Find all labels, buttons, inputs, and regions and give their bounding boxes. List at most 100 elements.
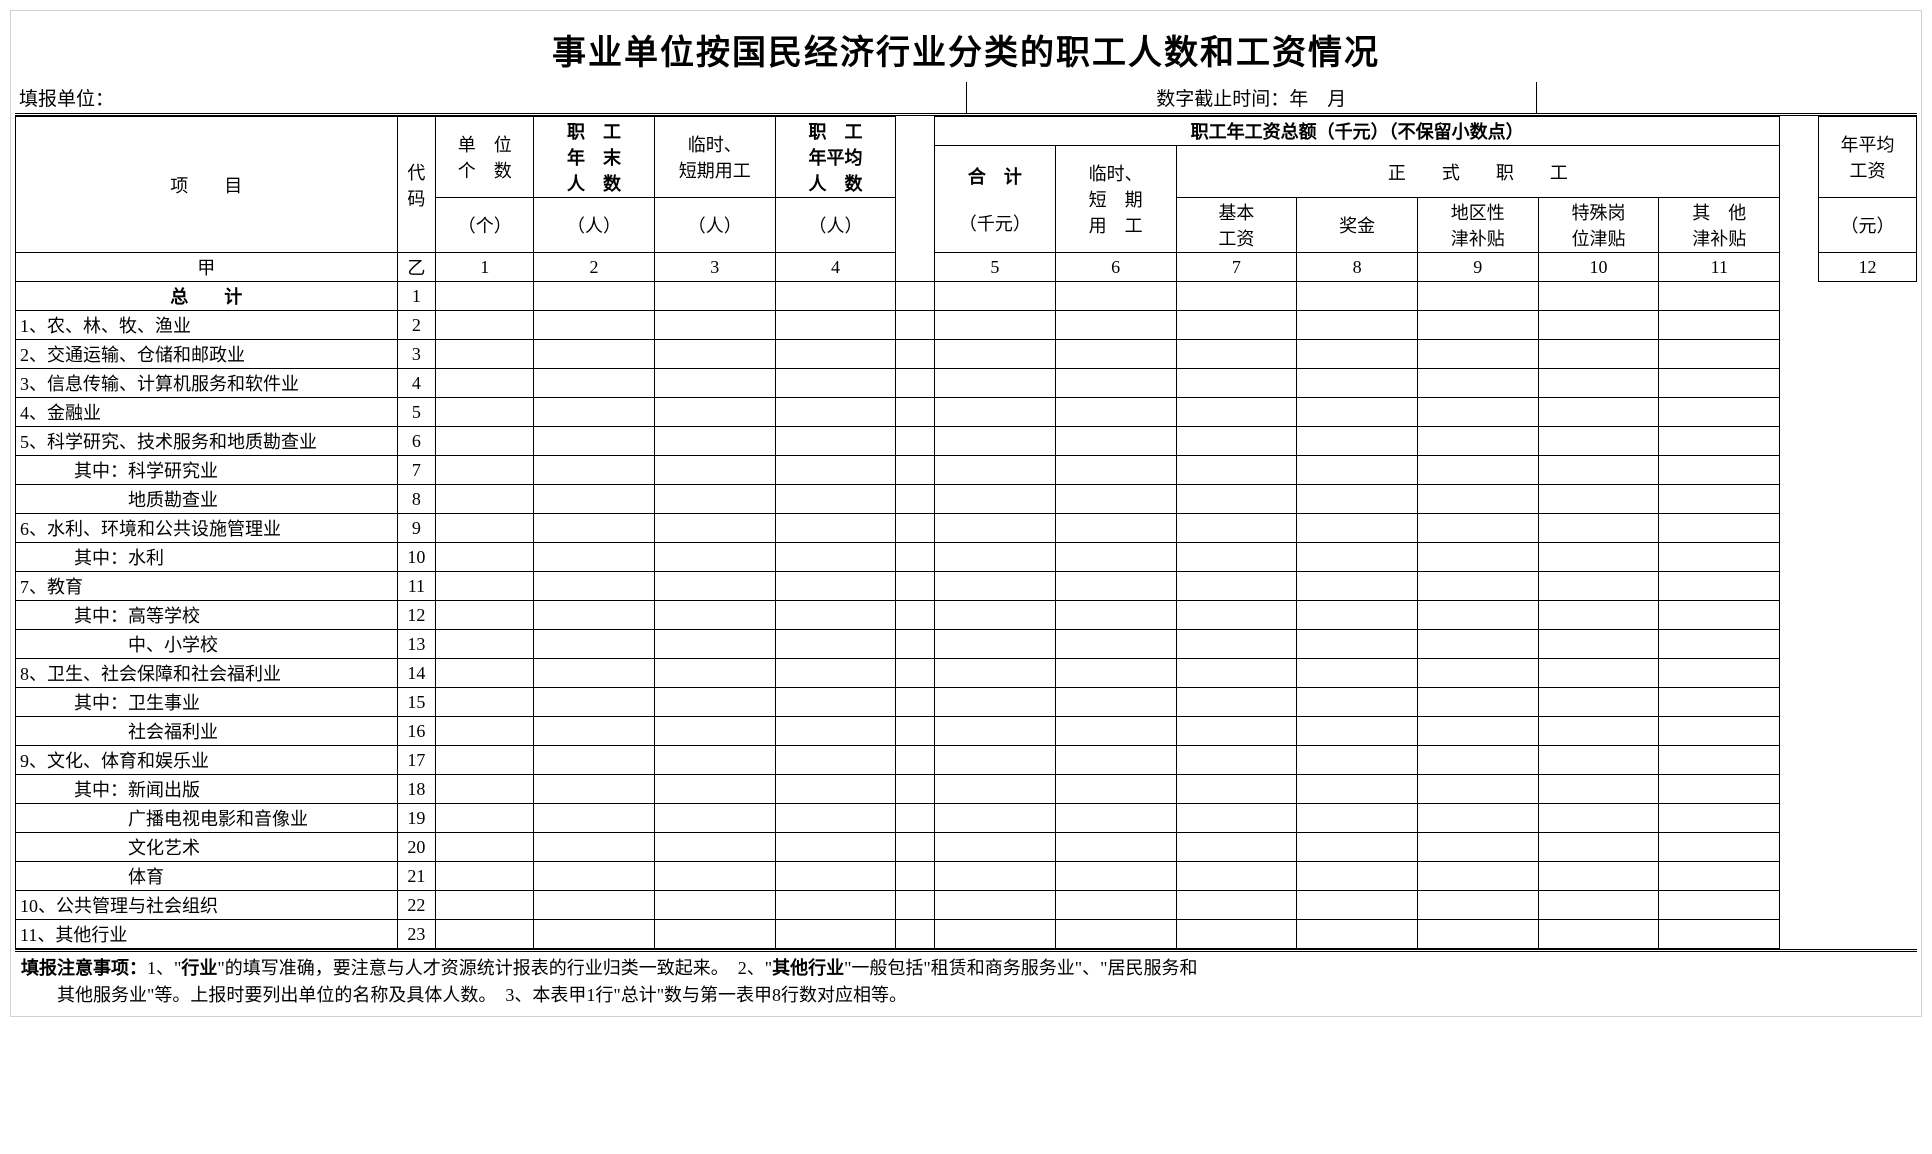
- data-cell[interactable]: [935, 775, 1056, 804]
- data-cell[interactable]: [1176, 369, 1297, 398]
- data-cell[interactable]: [436, 630, 534, 659]
- data-cell[interactable]: [1176, 630, 1297, 659]
- data-cell[interactable]: [654, 717, 775, 746]
- data-cell[interactable]: [1297, 659, 1418, 688]
- data-cell[interactable]: [1055, 891, 1176, 920]
- data-cell[interactable]: [896, 920, 935, 949]
- data-cell[interactable]: [896, 804, 935, 833]
- data-cell[interactable]: [935, 717, 1056, 746]
- data-cell[interactable]: [654, 862, 775, 891]
- data-cell[interactable]: [1176, 804, 1297, 833]
- data-cell[interactable]: [436, 659, 534, 688]
- data-cell[interactable]: [1659, 311, 1780, 340]
- data-cell[interactable]: [1176, 485, 1297, 514]
- data-cell[interactable]: [1176, 833, 1297, 862]
- data-cell[interactable]: [1417, 833, 1538, 862]
- data-cell[interactable]: [654, 630, 775, 659]
- data-cell[interactable]: [935, 456, 1056, 485]
- data-cell[interactable]: [775, 282, 896, 311]
- data-cell[interactable]: [1297, 862, 1418, 891]
- data-cell[interactable]: [1297, 340, 1418, 369]
- data-cell[interactable]: [1659, 746, 1780, 775]
- data-cell[interactable]: [935, 311, 1056, 340]
- data-cell[interactable]: [896, 543, 935, 572]
- data-cell[interactable]: [436, 543, 534, 572]
- data-cell[interactable]: [1538, 340, 1659, 369]
- data-cell[interactable]: [775, 398, 896, 427]
- data-cell[interactable]: [1538, 659, 1659, 688]
- data-cell[interactable]: [1538, 282, 1659, 311]
- data-cell[interactable]: [1055, 456, 1176, 485]
- data-cell[interactable]: [654, 833, 775, 862]
- data-cell[interactable]: [1659, 572, 1780, 601]
- data-cell[interactable]: [935, 398, 1056, 427]
- data-cell[interactable]: [1176, 688, 1297, 717]
- data-cell[interactable]: [436, 920, 534, 949]
- data-cell[interactable]: [1417, 630, 1538, 659]
- data-cell[interactable]: [896, 311, 935, 340]
- data-cell[interactable]: [1417, 891, 1538, 920]
- data-cell[interactable]: [1297, 833, 1418, 862]
- data-cell[interactable]: [935, 891, 1056, 920]
- data-cell[interactable]: [896, 630, 935, 659]
- data-cell[interactable]: [534, 572, 655, 601]
- data-cell[interactable]: [1538, 369, 1659, 398]
- data-cell[interactable]: [935, 369, 1056, 398]
- data-cell[interactable]: [775, 543, 896, 572]
- data-cell[interactable]: [1055, 804, 1176, 833]
- data-cell[interactable]: [1176, 427, 1297, 456]
- data-cell[interactable]: [896, 485, 935, 514]
- data-cell[interactable]: [1176, 514, 1297, 543]
- data-cell[interactable]: [1297, 369, 1418, 398]
- data-cell[interactable]: [896, 746, 935, 775]
- data-cell[interactable]: [1538, 572, 1659, 601]
- data-cell[interactable]: [935, 572, 1056, 601]
- data-cell[interactable]: [1538, 514, 1659, 543]
- data-cell[interactable]: [896, 398, 935, 427]
- data-cell[interactable]: [534, 717, 655, 746]
- data-cell[interactable]: [534, 340, 655, 369]
- data-cell[interactable]: [654, 920, 775, 949]
- data-cell[interactable]: [896, 456, 935, 485]
- data-cell[interactable]: [1538, 746, 1659, 775]
- data-cell[interactable]: [1538, 427, 1659, 456]
- data-cell[interactable]: [1176, 717, 1297, 746]
- data-cell[interactable]: [1176, 543, 1297, 572]
- data-cell[interactable]: [1659, 369, 1780, 398]
- data-cell[interactable]: [534, 746, 655, 775]
- data-cell[interactable]: [654, 572, 775, 601]
- data-cell[interactable]: [1297, 688, 1418, 717]
- data-cell[interactable]: [654, 804, 775, 833]
- data-cell[interactable]: [1417, 282, 1538, 311]
- data-cell[interactable]: [1055, 746, 1176, 775]
- data-cell[interactable]: [775, 920, 896, 949]
- data-cell[interactable]: [1297, 920, 1418, 949]
- data-cell[interactable]: [775, 891, 896, 920]
- data-cell[interactable]: [1538, 804, 1659, 833]
- data-cell[interactable]: [1297, 891, 1418, 920]
- data-cell[interactable]: [654, 659, 775, 688]
- data-cell[interactable]: [1417, 717, 1538, 746]
- data-cell[interactable]: [436, 485, 534, 514]
- data-cell[interactable]: [436, 340, 534, 369]
- data-cell[interactable]: [534, 920, 655, 949]
- data-cell[interactable]: [1297, 514, 1418, 543]
- data-cell[interactable]: [775, 427, 896, 456]
- data-cell[interactable]: [935, 427, 1056, 456]
- data-cell[interactable]: [1659, 282, 1780, 311]
- data-cell[interactable]: [1297, 601, 1418, 630]
- data-cell[interactable]: [775, 688, 896, 717]
- data-cell[interactable]: [1055, 659, 1176, 688]
- data-cell[interactable]: [436, 311, 534, 340]
- data-cell[interactable]: [896, 340, 935, 369]
- data-cell[interactable]: [775, 717, 896, 746]
- data-cell[interactable]: [654, 427, 775, 456]
- data-cell[interactable]: [1297, 630, 1418, 659]
- data-cell[interactable]: [1417, 572, 1538, 601]
- data-cell[interactable]: [1176, 659, 1297, 688]
- data-cell[interactable]: [1417, 543, 1538, 572]
- data-cell[interactable]: [1055, 340, 1176, 369]
- data-cell[interactable]: [1659, 514, 1780, 543]
- data-cell[interactable]: [1297, 456, 1418, 485]
- data-cell[interactable]: [935, 659, 1056, 688]
